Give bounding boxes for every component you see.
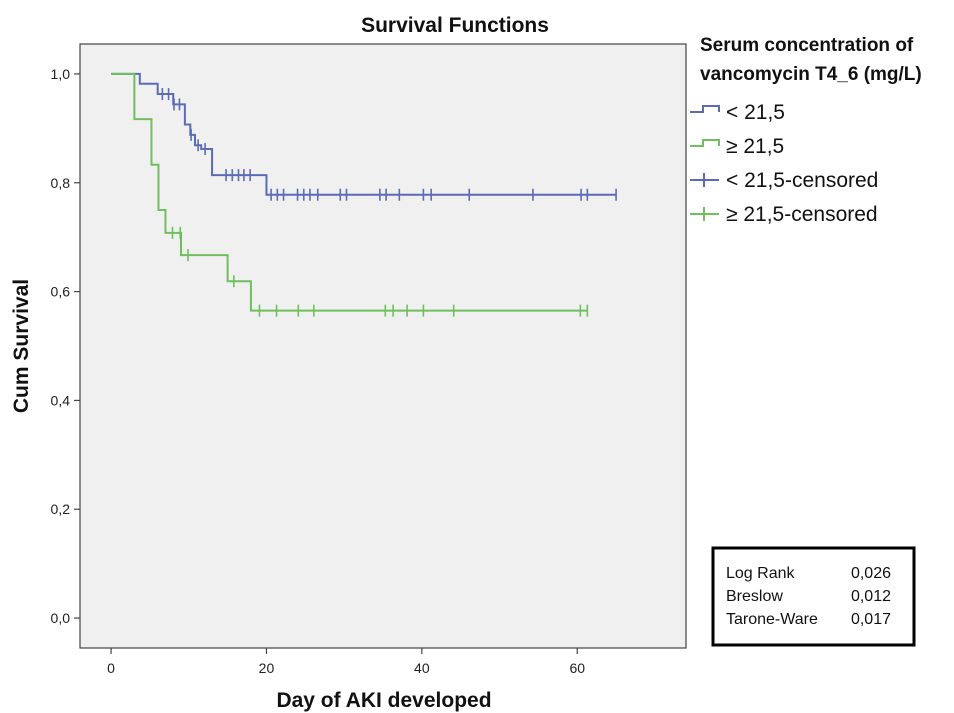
x-tick-label: 20 [259, 660, 275, 676]
legend: Serum concentration of vancomycin T4_6 (… [690, 35, 922, 226]
x-tick-label: 0 [107, 660, 115, 676]
x-axis: 0 20 40 60 [107, 648, 585, 676]
y-tick-label: 0,6 [51, 284, 71, 300]
legend-label: ≥ 21,5-censored [726, 203, 878, 226]
stat-tarone-ware-label: Tarone-Ware [726, 611, 818, 628]
test-statistics-box: Log Rank 0,026 Breslow 0,012 Tarone-Ware… [711, 546, 916, 647]
stat-log-rank-value: 0,026 [851, 565, 891, 582]
series-21-5 [111, 72, 617, 201]
x-tick-label: 60 [569, 660, 585, 676]
stat-log-rank-label: Log Rank [726, 565, 795, 582]
stat-breslow-label: Breslow [726, 588, 783, 605]
stats-box-border [711, 546, 916, 647]
legend-entries: < 21,5 ≥ 21,5 < 21,5-censored ≥ 21,5-censor… [690, 101, 878, 226]
legend-title-line-2: vancomycin T4_6 (mg/L) [700, 64, 922, 85]
y-tick-label: 0,0 [51, 610, 71, 626]
legend-label: < 21,5 [726, 101, 785, 124]
legend-item: < 21,5 [690, 101, 785, 124]
legend-title-line-1: Serum concentration of [700, 35, 914, 56]
series-21-5 [111, 72, 589, 317]
y-axis-title: Cum Survival [10, 279, 33, 413]
y-tick-label: 0,4 [51, 392, 71, 408]
survival-curve-high [111, 72, 588, 312]
y-tick-label: 0,8 [51, 175, 71, 191]
plot-area [79, 43, 687, 649]
legend-label: ≥ 21,5 [726, 135, 784, 158]
legend-item: ≥ 21,5 [690, 135, 784, 158]
stat-breslow-value: 0,012 [851, 588, 891, 605]
legend-label: < 21,5-censored [726, 169, 878, 192]
y-tick-label: 0,2 [51, 501, 71, 517]
x-axis-title: Day of AKI developed [276, 689, 491, 712]
legend-item: ≥ 21,5-censored [690, 203, 878, 226]
legend-swatch-step [690, 139, 720, 147]
x-tick-label: 40 [414, 660, 430, 676]
series-layer [111, 72, 617, 317]
chart-title: Survival Functions [361, 14, 549, 37]
stat-tarone-ware-value: 0,017 [851, 611, 891, 628]
y-axis: 0,0 0,2 0,4 0,6 0,8 1,0 [51, 66, 80, 626]
legend-item: < 21,5-censored [690, 169, 878, 192]
y-tick-label: 1,0 [51, 66, 71, 82]
legend-swatch-step [690, 105, 720, 113]
